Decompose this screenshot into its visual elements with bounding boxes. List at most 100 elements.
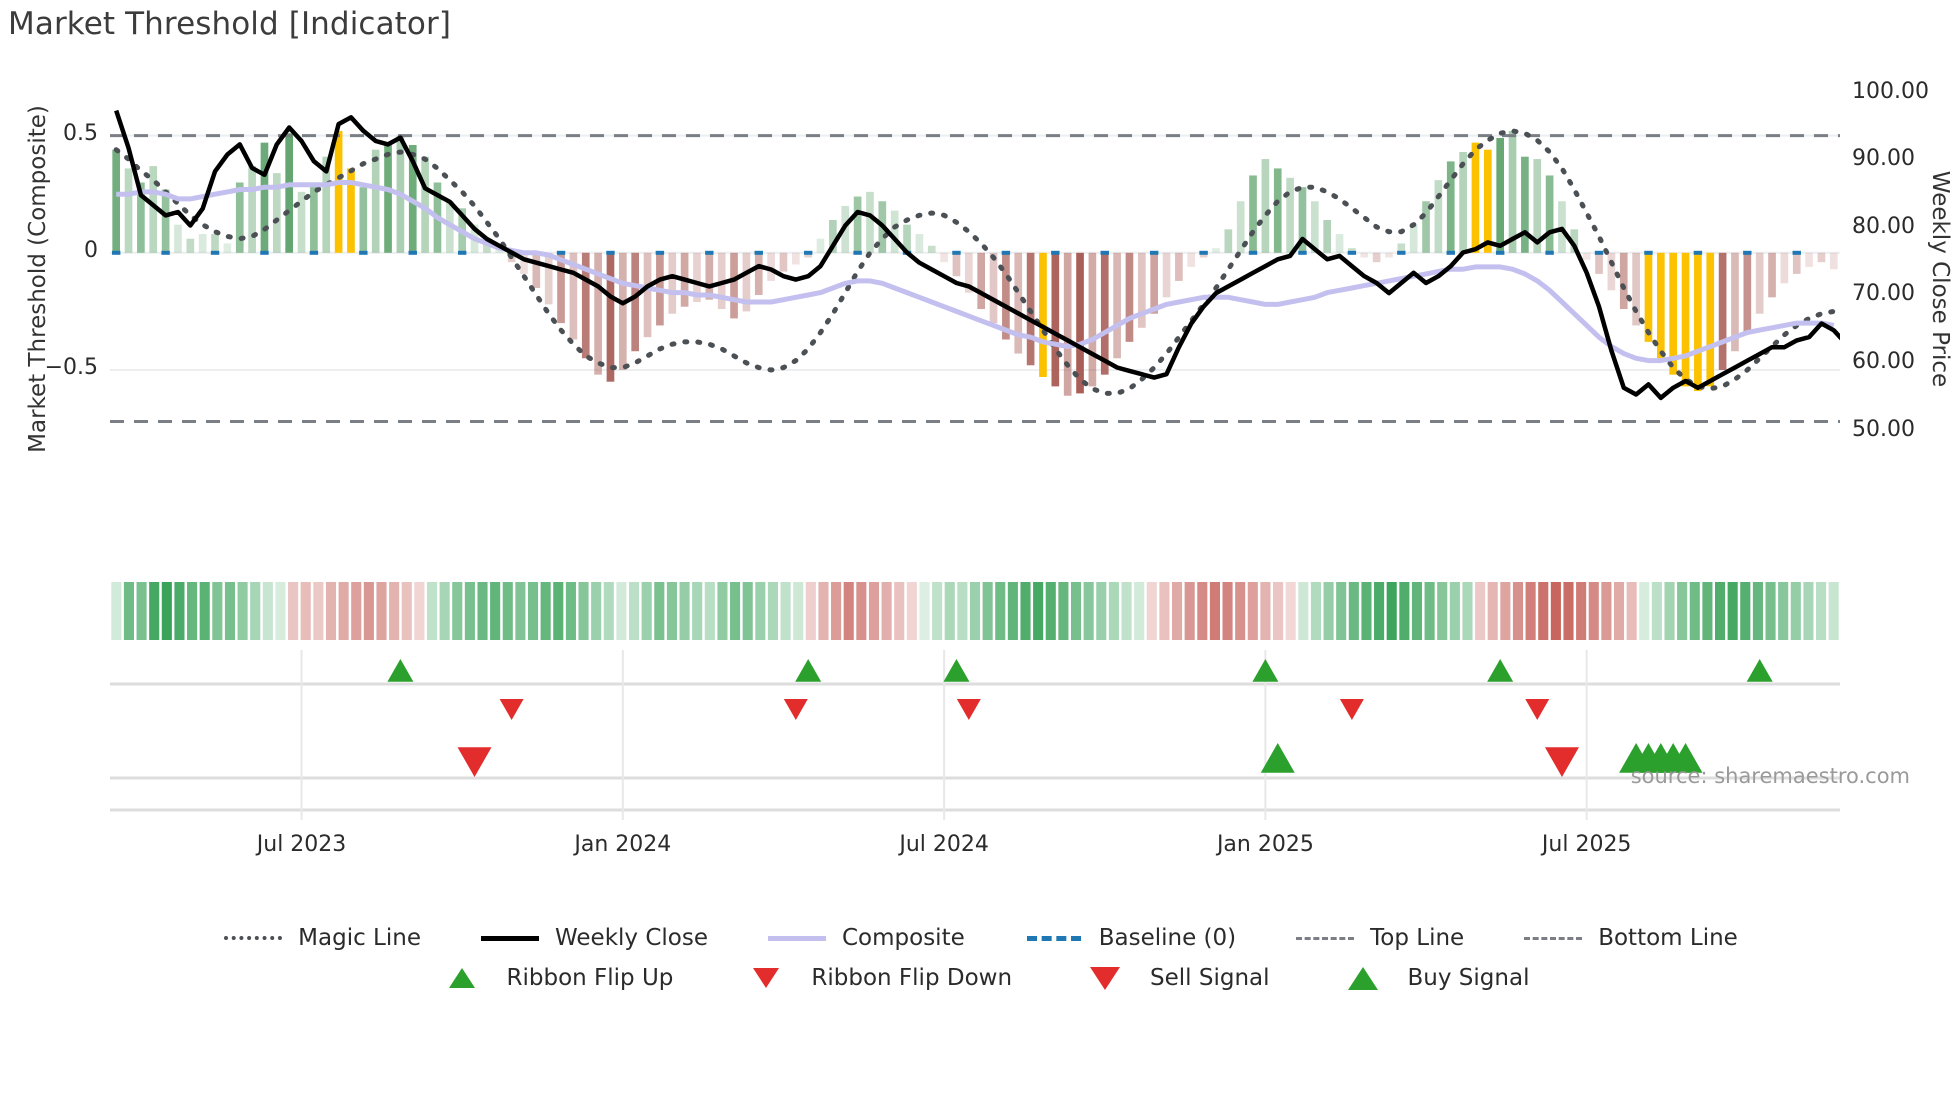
- ribbon-flip-down-marker: [499, 699, 524, 720]
- legend-item[interactable]: Magic Line: [222, 925, 421, 951]
- threshold-bar: [1681, 252, 1690, 387]
- threshold-bar: [1669, 252, 1678, 375]
- ribbon-cell: [1033, 582, 1044, 640]
- legend-key-triangle-up: [431, 966, 493, 990]
- legend-row-primary: Magic Line Weekly Close Composite Baseline …: [0, 918, 1960, 958]
- threshold-bar: [989, 252, 998, 324]
- legend-item[interactable]: Composite: [766, 925, 965, 951]
- ribbon-cell: [1197, 582, 1208, 640]
- threshold-bar: [952, 252, 961, 277]
- threshold-bar: [1150, 252, 1159, 314]
- legend-item[interactable]: Ribbon Flip Down: [735, 965, 1012, 991]
- threshold-bar: [1780, 252, 1789, 284]
- threshold-bar: [1162, 252, 1171, 298]
- threshold-bar: [1175, 252, 1183, 281]
- ribbon-cell: [1361, 582, 1372, 640]
- source-attribution: source: sharemaestro.com: [1630, 764, 1910, 788]
- threshold-bar: [1348, 248, 1356, 253]
- ribbon-cell: [250, 582, 261, 640]
- legend-key-triangle-down: [735, 966, 797, 990]
- ribbon-cell: [1323, 582, 1334, 640]
- threshold-bar: [1199, 252, 1208, 258]
- ribbon-cell: [1146, 582, 1157, 640]
- legend-key-line: [1296, 936, 1355, 940]
- threshold-bar: [198, 234, 207, 253]
- main-plot-area: [110, 70, 1840, 452]
- threshold-bar: [347, 168, 355, 253]
- ribbon-cell: [957, 582, 968, 640]
- threshold-bar: [1632, 252, 1640, 326]
- ribbon-flip-down-marker: [1339, 699, 1364, 720]
- ribbon-cell: [1790, 582, 1801, 640]
- ribbon-cell: [704, 582, 715, 640]
- ribbon-cell: [679, 582, 690, 640]
- ribbon-cell: [477, 582, 488, 640]
- ribbon-cell: [414, 582, 425, 640]
- ribbon-cell: [1399, 582, 1410, 640]
- threshold-bar: [964, 252, 973, 293]
- legend-key-line-wrap: [1023, 926, 1085, 950]
- legend-key-line-wrap: [479, 926, 541, 950]
- legend-item[interactable]: Ribbon Flip Up: [431, 965, 673, 991]
- threshold-bar: [594, 252, 602, 375]
- threshold-bar: [866, 191, 874, 253]
- threshold-bar: [149, 166, 158, 253]
- main-plot-svg: [110, 109, 1840, 424]
- ribbon-cell: [1285, 582, 1296, 640]
- threshold-bar: [890, 210, 899, 253]
- threshold-bar: [730, 252, 738, 319]
- ribbon-cell: [932, 582, 943, 640]
- threshold-bar: [1829, 252, 1838, 270]
- signal-marker-panel: [110, 650, 1840, 820]
- signals-svg: [110, 650, 1840, 820]
- threshold-bar: [1063, 252, 1072, 396]
- ribbon-cell: [767, 582, 779, 640]
- legend-item[interactable]: Top Line: [1294, 925, 1464, 951]
- ribbon-cell: [1070, 582, 1082, 640]
- ribbon-cell: [843, 582, 854, 640]
- ribbon-cell: [1045, 582, 1056, 640]
- ribbon-cell: [490, 582, 501, 640]
- ribbon-cell: [1058, 582, 1069, 640]
- legend-item[interactable]: Buy Signal: [1332, 965, 1529, 991]
- threshold-bar: [1483, 149, 1492, 253]
- chart-legend: Magic Line Weekly Close Composite Baseline …: [0, 918, 1960, 998]
- triangle-down-icon: [753, 968, 780, 988]
- ribbon-cell: [1803, 582, 1814, 640]
- legend-item[interactable]: Bottom Line: [1522, 925, 1738, 951]
- threshold-bar: [359, 187, 368, 253]
- ribbon-flip-up-marker: [1746, 659, 1773, 682]
- legend-item[interactable]: Weekly Close: [479, 925, 708, 951]
- threshold-bar: [1582, 252, 1591, 260]
- ribbon-cell: [1348, 582, 1359, 640]
- ribbon-cell: [1677, 582, 1688, 640]
- ribbon-flip-up-marker: [943, 659, 970, 682]
- threshold-bar: [421, 156, 429, 253]
- legend-item[interactable]: Sell Signal: [1074, 965, 1270, 991]
- threshold-bar: [977, 252, 986, 310]
- right-axis-tick: 70.00: [1852, 281, 1915, 307]
- threshold-bar: [1409, 224, 1418, 253]
- ribbon-cell: [389, 582, 400, 640]
- threshold-bar: [668, 252, 677, 314]
- legend-key-line: [1026, 935, 1081, 941]
- ribbon-cell: [224, 582, 236, 640]
- threshold-bar: [1656, 252, 1665, 359]
- legend-item[interactable]: Baseline (0): [1023, 925, 1236, 951]
- ribbon-cell: [1816, 582, 1827, 640]
- threshold-bar: [1471, 142, 1480, 253]
- magic-line: [113, 128, 1837, 396]
- threshold-bar: [1261, 159, 1270, 253]
- threshold-bar: [1076, 252, 1084, 394]
- threshold-bar: [1014, 252, 1023, 354]
- ribbon-cell: [755, 582, 766, 640]
- sell-signal-marker: [1544, 747, 1579, 777]
- ribbon-cell: [1613, 582, 1625, 640]
- ribbon-cell: [464, 582, 475, 640]
- x-axis-tick: Jul 2024: [899, 832, 989, 857]
- ribbon-cell: [338, 582, 349, 640]
- ribbon-cell: [540, 582, 551, 640]
- ribbon-cell: [629, 582, 640, 640]
- ribbon-cell: [136, 582, 147, 640]
- ribbon-cell: [1626, 582, 1637, 640]
